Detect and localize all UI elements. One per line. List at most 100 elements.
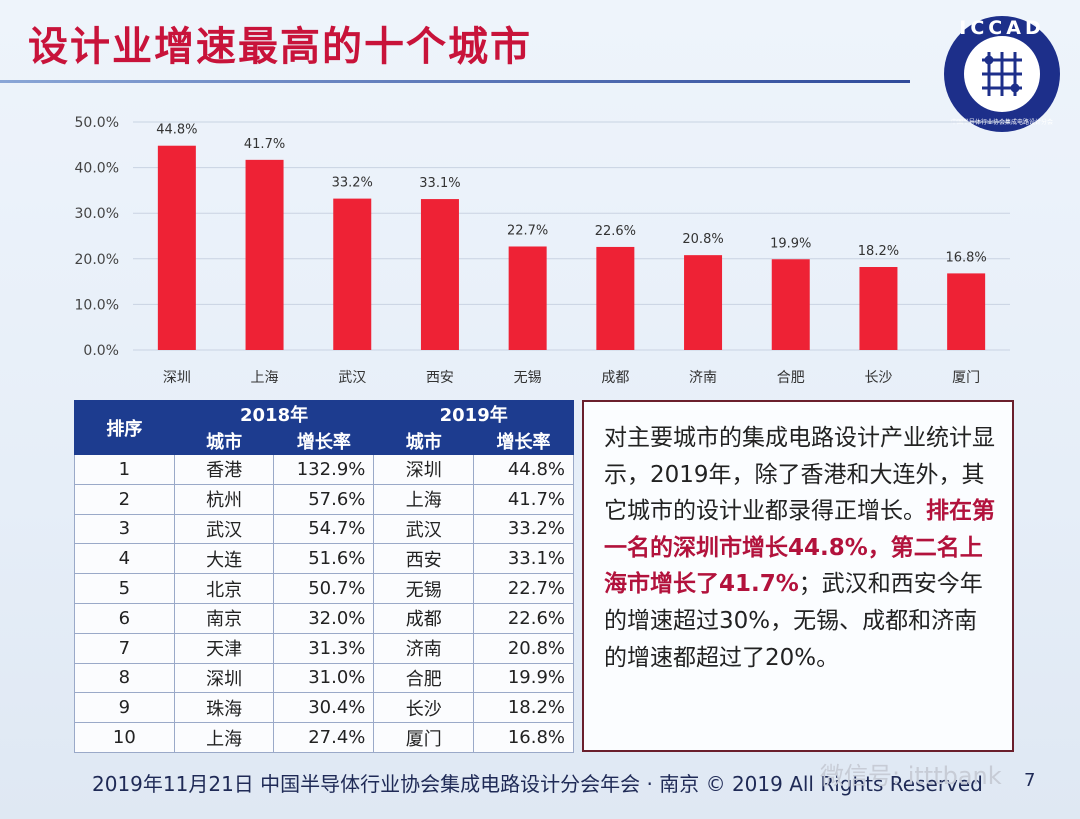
x-tick-label: 武汉 [338, 370, 366, 386]
bar [596, 246, 635, 350]
city-2019-cell: 济南 [373, 632, 475, 664]
summary-text-end: ；武汉和西安今年的增速超过30%，无锡、成都和济南的增速都超过了20%。 [604, 571, 983, 671]
growth-2019-header: 增长率 [473, 427, 574, 455]
table-row: 8 深圳 31.0% 合肥 19.9% [74, 662, 574, 694]
growth-2018-cell: 51.6% [273, 543, 375, 575]
y-tick-label: 50.0% [75, 115, 119, 131]
table-row: 9 珠海 30.4% 长沙 18.2% [74, 692, 574, 724]
city-2019-header: 城市 [373, 427, 475, 455]
city-2018-cell: 杭州 [173, 483, 275, 515]
data-label: 33.2% [332, 176, 373, 191]
bar [157, 145, 196, 350]
value-labels: 44.8% 41.7% 33.2% 33.1% 22.7% 22.6% 20.8% 19.9%… [156, 123, 987, 266]
bar [684, 255, 723, 350]
city-2018-cell: 天津 [173, 632, 275, 664]
city-2019-cell: 深圳 [373, 454, 475, 485]
title-divider [0, 80, 910, 83]
data-label: 44.8% [156, 123, 197, 138]
page-title: 设计业增速最高的十个城市 [28, 24, 532, 70]
table-header-row-1: 排序 2018年 2019年 [74, 400, 574, 455]
table-row: 3 武汉 54.7% 武汉 33.2% [74, 513, 574, 545]
growth-2019-cell: 33.2% [473, 513, 574, 545]
summary-box: 对主要城市的集成电路设计产业统计显示，2019年，除了香港和大连外，其它城市的设… [582, 400, 1014, 752]
growth-2019-cell: 44.8% [473, 454, 574, 485]
city-2019-cell: 西安 [373, 543, 475, 575]
summary-highlight: 排在第一名的深圳市增长44.8%，第二名上海市增长了41.7% [604, 498, 995, 598]
rank-cell: 8 [74, 662, 175, 694]
city-2018-cell: 大连 [173, 543, 275, 575]
rank-cell: 2 [74, 483, 175, 515]
x-axis-labels: 深圳 上海 武汉 西安 无锡 成都 济南 合肥 长沙 厦门 [163, 370, 980, 386]
table-row: 10 上海 27.4% 厦门 16.8% [74, 722, 574, 753]
bar [859, 267, 898, 350]
rank-cell: 3 [74, 513, 175, 545]
growth-2019-cell: 41.7% [473, 483, 574, 515]
table-row: 5 北京 50.7% 无锡 22.7% [74, 573, 574, 604]
rank-cell: 6 [74, 602, 175, 634]
city-2018-cell: 南京 [173, 602, 275, 634]
bar-chart: 0.0% 10.0% 20.0% 30.0% 40.0% 50.0% 44.8% 41.7%… [75, 115, 1010, 386]
city-2018-cell: 北京 [173, 573, 275, 604]
x-tick-label: 厦门 [952, 370, 980, 386]
y-tick-label: 0.0% [83, 343, 119, 359]
rank-cell: 9 [74, 692, 175, 724]
y-tick-label: 10.0% [75, 297, 119, 313]
growth-2018-cell: 50.7% [273, 573, 375, 604]
bar [947, 273, 986, 350]
table-row: 2 杭州 57.6% 上海 41.7% [74, 483, 574, 515]
table-row: 7 天津 31.3% 济南 20.8% [74, 632, 574, 664]
x-tick-label: 长沙 [864, 370, 892, 386]
data-label: 33.1% [419, 176, 460, 191]
x-tick-label: 上海 [251, 370, 279, 386]
table-row: 6 南京 32.0% 成都 22.6% [74, 602, 574, 634]
rank-cell: 10 [74, 722, 175, 753]
rank-cell: 4 [74, 543, 175, 575]
x-tick-label: 无锡 [514, 370, 542, 386]
data-label: 20.8% [682, 232, 723, 247]
growth-2019-cell: 22.6% [473, 602, 574, 634]
rank-cell: 1 [74, 454, 175, 485]
city-2018-cell: 珠海 [173, 692, 275, 724]
bar [333, 198, 372, 350]
x-tick-label: 西安 [426, 370, 454, 386]
rank-cell: 5 [74, 573, 175, 604]
logo-text: ICCAD [959, 17, 1044, 39]
page-number: 7 [1024, 770, 1036, 791]
city-2018-cell: 上海 [173, 722, 275, 753]
growth-2018-cell: 27.4% [273, 722, 375, 753]
city-2019-cell: 无锡 [373, 573, 475, 604]
growth-2018-cell: 57.6% [273, 483, 375, 515]
bar [420, 199, 459, 350]
growth-2019-cell: 22.7% [473, 573, 574, 604]
y-tick-label: 20.0% [75, 252, 119, 268]
bar [508, 246, 547, 350]
footer-text: 2019年11月21日 中国半导体行业协会集成电路设计分会年会 · 南京 © 2… [92, 772, 983, 796]
growth-2019-cell: 20.8% [473, 632, 574, 664]
x-tick-label: 深圳 [163, 370, 191, 386]
rank-cell: 7 [74, 632, 175, 664]
city-2019-cell: 上海 [373, 483, 475, 515]
x-tick-label: 成都 [601, 370, 629, 386]
city-2019-cell: 厦门 [373, 722, 475, 753]
city-2019-cell: 成都 [373, 602, 475, 634]
data-label: 16.8% [945, 250, 986, 265]
data-label: 19.9% [770, 236, 811, 251]
bar [771, 259, 810, 350]
bar-series [157, 145, 986, 350]
ranking-table: 排序 2018年 2019年 城市 增长率 城市 增长率 1 香港 132.9% 深圳… [74, 400, 574, 753]
growth-2018-cell: 54.7% [273, 513, 375, 545]
table-body: 1 香港 132.9% 深圳 44.8% 2 杭州 57.6% 上海 41.7% 3 武汉 54.7% 武… [74, 454, 574, 753]
y-axis-labels: 0.0% 10.0% 20.0% 30.0% 40.0% 50.0% [75, 115, 119, 359]
group-header-2018: 2018年 [173, 400, 375, 428]
bar [245, 159, 284, 350]
table-row: 1 香港 132.9% 深圳 44.8% [74, 454, 574, 485]
city-2018-header: 城市 [173, 427, 275, 455]
growth-2018-cell: 32.0% [273, 602, 375, 634]
table-header-row-2: 城市 增长率 城市 增长率 [75, 427, 574, 455]
data-label: 22.6% [595, 224, 636, 239]
growth-2019-cell: 19.9% [473, 662, 574, 694]
x-tick-label: 济南 [689, 370, 717, 386]
city-2018-cell: 香港 [173, 454, 275, 485]
growth-2018-cell: 31.3% [273, 632, 375, 664]
x-tick-label: 合肥 [777, 370, 805, 386]
